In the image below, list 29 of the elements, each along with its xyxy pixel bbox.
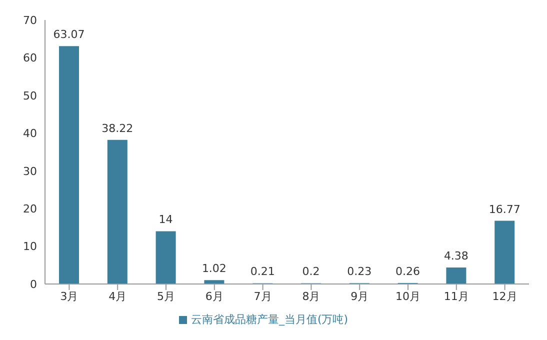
data-label: 38.22 [102,122,134,135]
y-tick-label: 70 [23,14,37,27]
x-tick-label: 6月 [205,290,224,303]
y-tick-label: 0 [30,278,37,291]
y-tick-label: 20 [23,202,37,216]
y-tick-label: 40 [23,127,37,140]
data-label: 0.21 [250,265,275,278]
x-tick-label: 3月 [60,290,78,303]
x-tick-label: 12月 [492,290,518,303]
legend-label: 云南省成品糖产量_当月值(万吨) [190,313,348,326]
data-label: 14 [158,213,173,226]
x-tick-label: 7月 [254,290,272,303]
data-label: 16.77 [488,202,520,216]
x-tick-label: 9月 [350,290,369,303]
x-tick-label: 8月 [302,290,320,303]
y-tick-label: 60 [23,52,37,65]
y-tick-label: 10 [23,240,37,254]
y-tick-label: 50 [23,89,37,102]
data-label: 63.07 [53,28,85,42]
data-label: 0.23 [347,265,372,278]
x-tick-label: 10月 [396,290,420,303]
data-label: 0.26 [396,265,420,278]
x-tick-label: 11月 [444,290,469,303]
x-tick-label: 5月 [157,290,175,303]
data-label: 0.2 [302,265,320,278]
x-tick-label: 4月 [108,290,127,303]
data-label: 4.38 [444,249,468,262]
y-tick-label: 30 [23,164,37,178]
data-label: 1.02 [202,262,226,276]
